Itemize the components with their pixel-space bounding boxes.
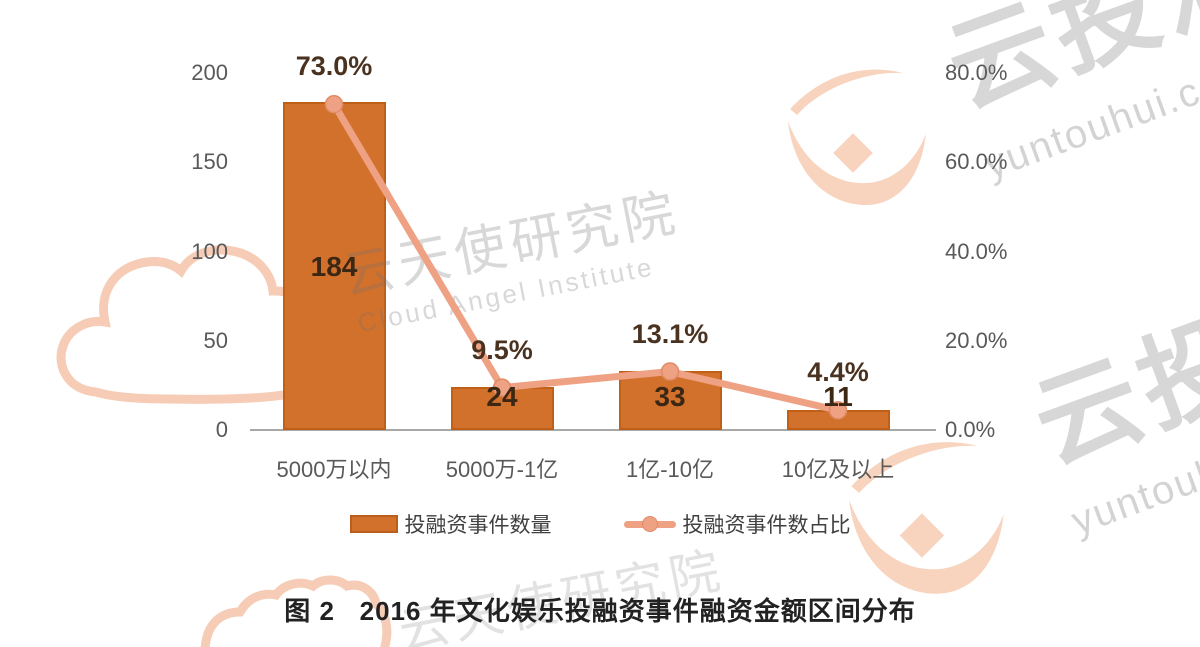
- right-axis-tick: 0.0%: [945, 417, 996, 442]
- legend-label-bars: 投融资事件数量: [404, 514, 552, 537]
- line-marker-icon: [641, 515, 658, 532]
- left-axis-tick: 100: [191, 238, 228, 264]
- category-label-2: 1亿-10亿: [625, 457, 715, 482]
- legend-label-line: 投融资事件数占比: [682, 514, 851, 537]
- category-label-0: 5000万以内: [276, 457, 392, 482]
- category-label-3: 10亿及以上: [781, 457, 895, 482]
- legend: 投融资事件数量 投融资事件数占比: [0, 509, 1200, 539]
- figure-title: 图 2 2016 年文化娱乐投融资事件融资金额区间分布: [284, 596, 916, 626]
- partial-cloud-watermark-icon: [200, 575, 392, 647]
- x-axis-line: [250, 429, 936, 431]
- bar-value-label: 33: [654, 381, 686, 412]
- cloud-watermark-icon: [56, 245, 323, 404]
- right-axis-tick: 60.0%: [945, 149, 1008, 175]
- left-axis-tick: 0: [215, 417, 228, 442]
- category-label-1: 5000万-1亿: [445, 457, 559, 482]
- bar-3: [786, 410, 890, 430]
- right-axis-tick: 80.0%: [945, 60, 1008, 85]
- left-axis-tick: 150: [191, 149, 228, 175]
- legend-item-bars: 投融资事件数量: [349, 509, 552, 539]
- line-value-label: 4.4%: [807, 357, 869, 388]
- bar-value-label: 184: [310, 251, 358, 282]
- line-value-label: 73.0%: [295, 51, 373, 82]
- right-axis-tick: 40.0%: [945, 238, 1008, 264]
- line-series-swatch-icon: [623, 515, 676, 532]
- line-value-label: 13.1%: [631, 318, 709, 349]
- bar-series-swatch-icon: [349, 515, 398, 533]
- left-axis-tick: 50: [203, 327, 228, 353]
- left-axis-tick: 200: [191, 60, 228, 85]
- bar-value-label: 24: [486, 381, 518, 412]
- legend-item-line: 投融资事件数占比: [623, 509, 851, 539]
- line-value-label: 9.5%: [471, 334, 533, 365]
- right-axis-tick: 20.0%: [945, 327, 1008, 353]
